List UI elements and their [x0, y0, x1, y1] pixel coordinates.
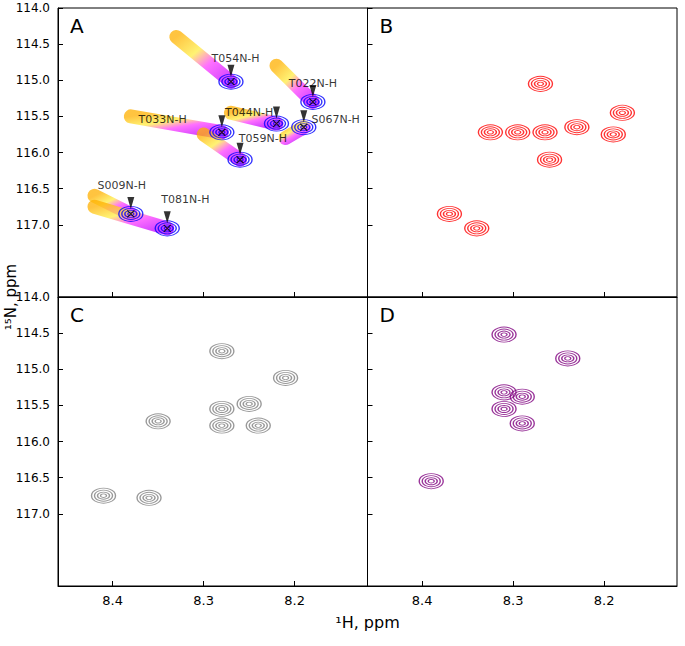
svg-text:114.0: 114.0 — [16, 290, 50, 304]
svg-text:115.5: 115.5 — [16, 398, 50, 412]
svg-text:T044N-H: T044N-H — [224, 106, 273, 119]
svg-text:8.2: 8.2 — [594, 593, 615, 608]
svg-text:115.0: 115.0 — [16, 362, 50, 376]
svg-text:116.5: 116.5 — [16, 471, 50, 485]
svg-text:A: A — [70, 14, 84, 38]
svg-text:T059N-H: T059N-H — [238, 132, 287, 145]
svg-text:116.5: 116.5 — [16, 182, 50, 196]
svg-text:8.3: 8.3 — [193, 593, 214, 608]
svg-text:115.5: 115.5 — [16, 109, 50, 123]
svg-text:C: C — [70, 303, 84, 327]
svg-text:¹⁵N, ppm: ¹⁵N, ppm — [2, 264, 20, 330]
svg-text:8.4: 8.4 — [102, 593, 123, 608]
svg-text:T054N-H: T054N-H — [210, 52, 259, 65]
svg-text:¹H, ppm: ¹H, ppm — [335, 613, 400, 632]
svg-text:T081N-H: T081N-H — [160, 193, 209, 206]
svg-text:117.0: 117.0 — [16, 218, 50, 232]
svg-text:116.0: 116.0 — [16, 435, 50, 449]
svg-text:S067N-H: S067N-H — [311, 113, 359, 126]
svg-text:114.5: 114.5 — [16, 37, 50, 51]
svg-text:8.2: 8.2 — [284, 593, 305, 608]
svg-text:116.0: 116.0 — [16, 146, 50, 160]
svg-text:117.0: 117.0 — [16, 507, 50, 521]
svg-text:S009N-H: S009N-H — [97, 179, 145, 192]
svg-text:T022N-H: T022N-H — [288, 77, 337, 90]
svg-text:T033N-H: T033N-H — [138, 113, 187, 126]
svg-text:D: D — [380, 303, 395, 327]
svg-text:8.3: 8.3 — [503, 593, 524, 608]
svg-text:8.4: 8.4 — [412, 593, 433, 608]
svg-text:114.0: 114.0 — [16, 1, 50, 15]
svg-text:B: B — [380, 14, 394, 38]
svg-text:115.0: 115.0 — [16, 73, 50, 87]
svg-text:114.5: 114.5 — [16, 326, 50, 340]
